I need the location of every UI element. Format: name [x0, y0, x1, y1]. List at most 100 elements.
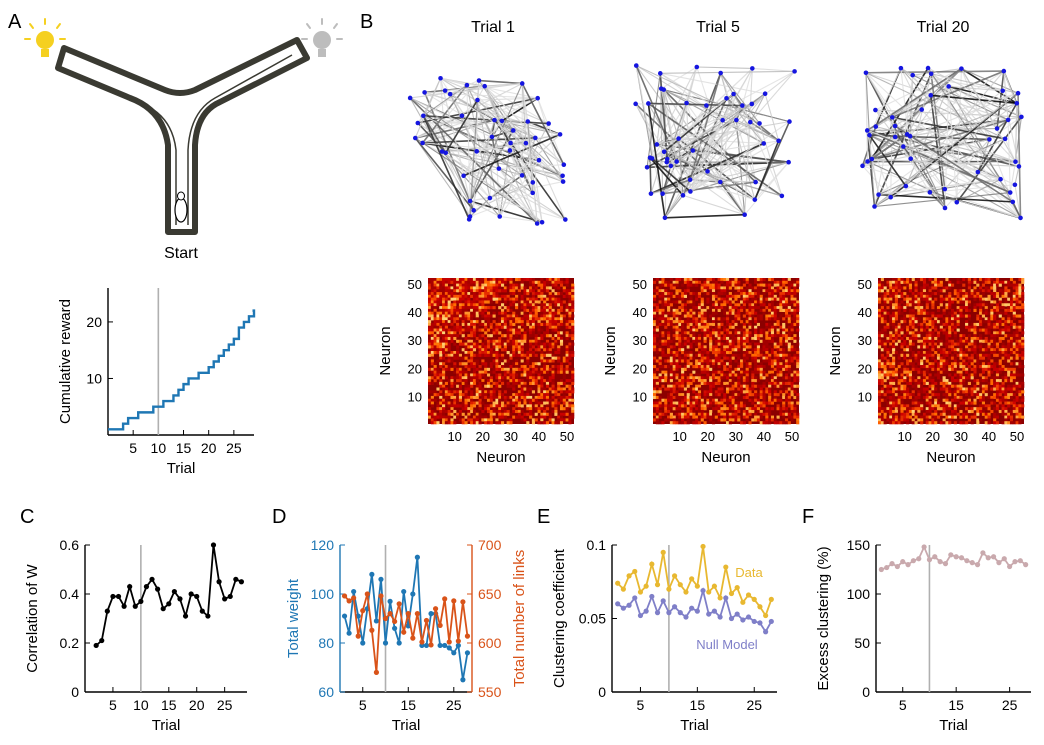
- matrix-cell: [796, 283, 800, 287]
- network-edge: [682, 194, 745, 216]
- matrix-cell: [779, 306, 783, 310]
- matrix-cell: [428, 409, 432, 414]
- matrix-cell: [892, 289, 896, 293]
- matrix-cell: [442, 311, 446, 315]
- matrix-cell: [751, 356, 755, 360]
- matrix-cell: [498, 297, 502, 301]
- matrix-cell: [737, 356, 741, 360]
- matrix-cell: [428, 390, 432, 394]
- matrix-cell: [742, 370, 746, 374]
- matrix-cell: [447, 322, 451, 327]
- matrix-cell: [900, 292, 904, 296]
- matrix-cell: [565, 334, 569, 338]
- matrix-cell: [782, 356, 786, 360]
- matrix-cell: [782, 365, 786, 369]
- matrix-cell: [461, 342, 465, 346]
- matrix-cell: [720, 381, 724, 385]
- matrix-cell: [768, 381, 772, 385]
- matrix-cell: [779, 334, 783, 338]
- matrix-cell: [672, 390, 676, 394]
- network-node: [489, 134, 495, 140]
- matrix-cell: [523, 395, 527, 400]
- matrix-cell: [790, 359, 794, 363]
- matrix-cell: [503, 395, 507, 400]
- matrix-cell: [979, 294, 983, 298]
- matrix-cell: [540, 289, 544, 293]
- matrix-cell: [737, 393, 741, 397]
- network-edge: [894, 136, 931, 193]
- matrix-cell: [878, 317, 882, 321]
- matrix-cell: [748, 365, 752, 369]
- matrix-cell: [568, 398, 572, 402]
- matrix-cell: [557, 278, 561, 282]
- network-node: [497, 214, 503, 219]
- matrix-cell: [495, 348, 499, 352]
- matrix-cell: [534, 395, 538, 400]
- matrix-cell: [914, 317, 918, 321]
- matrix-cell: [537, 387, 541, 391]
- matrix-cell: [470, 300, 474, 304]
- matrix-cell: [430, 398, 434, 402]
- matrix-cell: [520, 381, 524, 385]
- matrix-cell: [667, 415, 671, 419]
- matrix-cell: [458, 362, 462, 366]
- matrix-cell: [686, 395, 690, 400]
- matrix-cell: [742, 314, 746, 318]
- matrix-cell: [501, 314, 505, 318]
- matrix-cell: [796, 328, 800, 332]
- matrix-cell: [450, 303, 454, 307]
- matrix-cell: [548, 353, 552, 357]
- matrix-cell: [444, 303, 448, 307]
- matrix-cell: [709, 376, 713, 380]
- matrix-cell: [695, 379, 699, 383]
- network-edge: [521, 83, 543, 223]
- network-node: [787, 119, 792, 124]
- matrix-cell: [782, 300, 786, 304]
- matrix-cell: [967, 300, 971, 304]
- matrix-cell: [683, 365, 687, 369]
- matrix-cell: [554, 325, 558, 329]
- matrix-cell: [667, 280, 671, 284]
- matrix-cell: [711, 297, 716, 301]
- matrix-cell: [430, 292, 434, 296]
- matrix-cell: [728, 325, 732, 329]
- matrix-cell: [495, 387, 499, 391]
- matrix-cell: [917, 292, 921, 296]
- network-edge: [410, 82, 523, 99]
- matrix-cell: [906, 300, 910, 304]
- matrix-cell: [711, 370, 716, 374]
- matrix-cell: [751, 370, 755, 374]
- matrix-cell: [784, 367, 789, 371]
- matrix-cell: [728, 398, 732, 402]
- matrix-cell: [450, 376, 454, 380]
- matrix-cell: [439, 331, 443, 335]
- matrix-cell: [531, 294, 535, 298]
- matrix-cell: [472, 373, 477, 377]
- matrix-cell: [428, 367, 432, 371]
- matrix-cell: [751, 292, 755, 296]
- matrix-cell: [664, 398, 668, 402]
- matrix-cell: [928, 297, 932, 301]
- matrix-cell: [486, 342, 491, 346]
- matrix-cell: [461, 370, 465, 374]
- matrix-cell: [568, 317, 572, 321]
- matrix-cell: [911, 311, 915, 315]
- matrix-cell: [880, 278, 884, 282]
- matrix-cell: [675, 393, 679, 397]
- matrix-cell: [906, 297, 910, 301]
- matrix-cell: [559, 379, 564, 383]
- matrix-cell: [709, 387, 713, 391]
- matrix-cell: [520, 294, 524, 298]
- matrix-cell: [551, 317, 555, 321]
- matrix-cell: [776, 365, 780, 369]
- matrix-cell: [506, 351, 510, 355]
- matrix-cell: [492, 407, 496, 411]
- matrix-cell: [1007, 297, 1011, 301]
- network-edge: [696, 66, 753, 69]
- matrix-cell: [1012, 283, 1016, 287]
- matrix-cell: [571, 334, 575, 338]
- matrix-cell: [436, 381, 440, 385]
- matrix-cell: [917, 317, 921, 321]
- matrix-cell: [773, 283, 777, 287]
- network-edge: [956, 178, 1001, 203]
